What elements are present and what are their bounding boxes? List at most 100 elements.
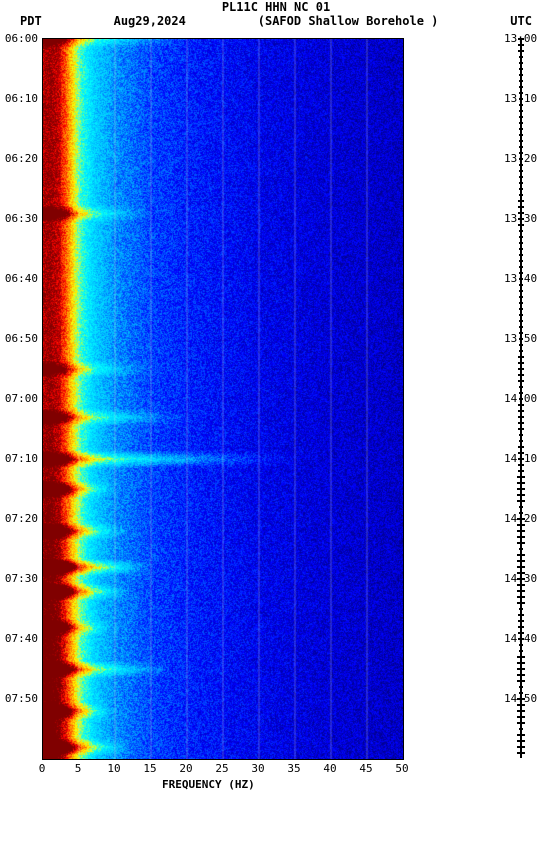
y-tick-left: 06:50 — [5, 332, 38, 345]
activity-tick — [518, 380, 524, 382]
activity-tick — [519, 176, 523, 178]
activity-tick — [519, 512, 523, 514]
activity-tick — [518, 638, 525, 640]
x-tick: 0 — [39, 762, 46, 775]
activity-tick — [518, 374, 524, 376]
x-tick: 35 — [287, 762, 300, 775]
activity-tick — [519, 248, 523, 250]
activity-tick — [519, 158, 523, 160]
activity-tick — [518, 452, 525, 454]
activity-tick — [517, 656, 524, 658]
activity-tick — [519, 440, 523, 442]
activity-tick — [519, 140, 523, 142]
y-tick-left: 07:50 — [5, 692, 38, 705]
activity-tick — [518, 464, 525, 466]
y-tick-left: 07:40 — [5, 632, 38, 645]
activity-tick — [517, 674, 524, 676]
activity-tick — [518, 200, 524, 202]
activity-tick — [518, 44, 524, 46]
y-tick-left: 06:20 — [5, 152, 38, 165]
activity-tick — [517, 716, 525, 718]
activity-tick — [518, 632, 525, 634]
activity-tick — [519, 164, 523, 166]
activity-tick — [519, 398, 523, 400]
x-tick: 30 — [251, 762, 264, 775]
activity-tick — [517, 584, 525, 586]
activity-tick — [519, 62, 523, 64]
right-timezone: UTC — [510, 14, 532, 28]
activity-tick — [517, 530, 524, 532]
x-tick: 20 — [179, 762, 192, 775]
activity-tick — [518, 38, 524, 40]
activity-tick — [517, 710, 525, 712]
activity-tick — [519, 338, 523, 340]
activity-tick — [519, 650, 523, 652]
y-tick-left: 07:10 — [5, 452, 38, 465]
activity-tick — [519, 296, 523, 298]
activity-tick — [519, 644, 523, 646]
activity-tick — [519, 326, 523, 328]
y-tick-left: 06:10 — [5, 92, 38, 105]
activity-tick — [517, 542, 524, 544]
activity-tick — [517, 482, 525, 484]
y-tick-left: 07:20 — [5, 512, 38, 525]
x-tick: 25 — [215, 762, 228, 775]
activity-tick — [519, 80, 523, 82]
activity-tick — [519, 260, 523, 262]
activity-tick — [519, 110, 523, 112]
activity-tick — [519, 242, 523, 244]
activity-tick — [518, 410, 524, 412]
activity-tick — [519, 116, 523, 118]
x-tick: 50 — [395, 762, 408, 775]
activity-tick — [519, 98, 523, 100]
activity-tick — [517, 476, 525, 478]
activity-tick — [517, 752, 525, 754]
activity-tick — [519, 392, 523, 394]
activity-tick — [519, 506, 523, 508]
activity-tick — [518, 362, 524, 364]
y-tick-left: 07:00 — [5, 392, 38, 405]
activity-tick — [517, 680, 524, 682]
activity-tick — [517, 596, 525, 598]
x-tick: 40 — [323, 762, 336, 775]
activity-tick — [517, 740, 525, 742]
y-tick-left: 06:30 — [5, 212, 38, 225]
activity-tick — [517, 554, 525, 556]
activity-tick — [517, 524, 524, 526]
activity-tick — [518, 404, 524, 406]
activity-tick — [519, 56, 523, 58]
x-tick: 15 — [143, 762, 156, 775]
activity-tick — [517, 578, 525, 580]
activity-tick — [519, 272, 523, 274]
activity-tick — [519, 134, 523, 136]
activity-tick — [517, 536, 524, 538]
activity-tick — [519, 728, 523, 730]
activity-tick — [519, 290, 523, 292]
activity-tick — [519, 194, 523, 196]
activity-tick — [519, 320, 523, 322]
activity-tick — [519, 236, 523, 238]
activity-tick — [518, 458, 525, 460]
activity-tick — [519, 182, 523, 184]
activity-tick — [517, 704, 525, 706]
activity-tick — [517, 572, 525, 574]
activity-tick — [518, 614, 525, 616]
activity-tick — [518, 416, 524, 418]
right-activity-bar — [520, 38, 522, 758]
activity-tick — [517, 698, 525, 700]
activity-tick — [519, 434, 523, 436]
activity-tick — [518, 470, 525, 472]
station-code: PL11C HHN NC 01 — [0, 0, 552, 14]
activity-tick — [518, 356, 524, 358]
activity-tick — [517, 494, 525, 496]
x-tick: 10 — [107, 762, 120, 775]
activity-tick — [519, 104, 523, 106]
x-tick: 45 — [359, 762, 372, 775]
activity-tick — [519, 92, 523, 94]
y-tick-left: 06:00 — [5, 32, 38, 45]
activity-tick — [517, 518, 524, 520]
activity-tick — [518, 212, 524, 214]
activity-tick — [518, 620, 525, 622]
activity-tick — [519, 308, 523, 310]
activity-tick — [518, 626, 525, 628]
